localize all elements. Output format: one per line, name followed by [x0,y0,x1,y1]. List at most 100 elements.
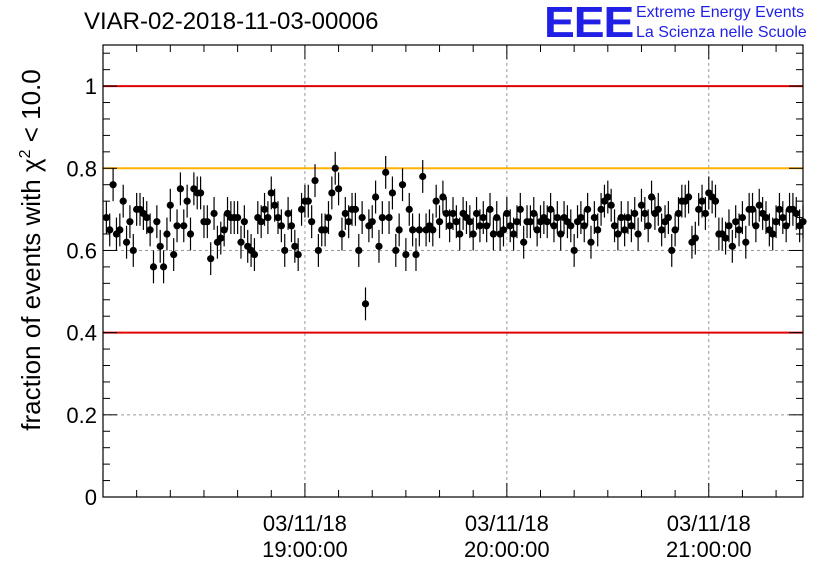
reference-lines [103,85,803,334]
data-point [371,180,380,214]
data-point [412,238,420,271]
data-point [146,213,154,247]
data-marker [721,234,730,242]
data-point [439,180,447,214]
data-point [664,201,672,235]
data-point [658,213,666,247]
data-point [684,180,693,214]
data-marker [472,209,481,218]
data-marker [772,218,780,226]
data-marker [345,218,353,226]
data-marker [644,222,652,230]
data-marker [553,213,561,222]
data-point [691,221,699,255]
data-marker [506,222,514,230]
data-point [573,205,582,239]
data-marker [291,242,299,250]
data-marker [567,222,575,230]
plot-border [102,44,804,498]
eee-logo: EEE Extreme Energy Events La Scienza nel… [544,1,824,45]
data-marker [735,226,743,234]
data-marker [402,250,410,259]
data-point [610,209,619,243]
data-point [385,201,393,235]
data-point [705,176,713,210]
data-point [254,201,262,235]
data-point [196,176,205,210]
data-marker [358,213,366,222]
data-point [446,209,454,243]
data-marker [277,222,285,230]
data-point [435,205,444,239]
data-point [186,217,195,251]
data-point [476,209,484,243]
data-point [237,225,245,259]
data-point [469,217,477,251]
data-point [789,192,797,226]
data-marker [486,205,494,213]
data-marker [530,209,538,218]
data-marker [207,255,215,263]
y-axis: 0 0.2 0.4 0.6 0.8 1 [66,52,803,510]
data-marker [287,222,296,230]
data-marker [240,218,248,226]
data-marker [257,218,265,226]
data-point [328,176,336,210]
data-point [732,205,740,239]
data-marker [284,209,292,218]
data-point [250,238,259,271]
data-marker [412,250,420,259]
data-marker [570,246,578,255]
data-marker [526,218,535,226]
y-axis-title-sup: 2 [17,149,34,158]
data-point [688,225,696,259]
data-point [170,238,178,271]
data-point [277,209,285,243]
data-point [355,234,363,267]
data-point [647,180,656,214]
data-point [533,213,541,247]
data-point [287,209,296,243]
data-marker [395,226,403,234]
data-point [695,192,703,226]
data-point [395,213,403,247]
x-axis: 03/11/1819:00:0003/11/1820:00:0003/11/18… [102,45,777,562]
data-marker [627,222,635,230]
data-point [631,197,639,230]
data-marker [311,177,319,185]
data-point [674,197,683,230]
data-marker [671,226,679,234]
data-point [284,197,292,230]
data-point [210,197,218,230]
data-point [257,205,265,239]
data-points [102,151,807,321]
x-tick-label-date: 03/11/18 [465,511,549,536]
data-point [409,213,417,247]
data-point [375,229,383,263]
data-marker [129,246,137,255]
y-tick-label: 0.2 [66,403,97,428]
data-point [247,234,255,267]
data-point [543,205,551,239]
data-marker [368,218,376,226]
data-point [116,213,124,247]
data-point [338,217,346,251]
data-marker [684,193,693,201]
data-marker [176,185,185,193]
data-marker [711,197,720,205]
data-point [382,155,390,189]
data-point [617,201,625,235]
data-point [183,184,191,218]
data-point [493,201,501,235]
data-marker [641,209,649,218]
data-point [358,201,366,235]
data-point [775,192,784,226]
data-marker [196,189,205,197]
data-point [449,197,457,230]
data-point [728,229,736,263]
data-point [641,197,649,230]
data-point [244,229,252,263]
data-marker [116,226,124,234]
data-marker [119,197,127,205]
plot-frame [102,44,804,498]
